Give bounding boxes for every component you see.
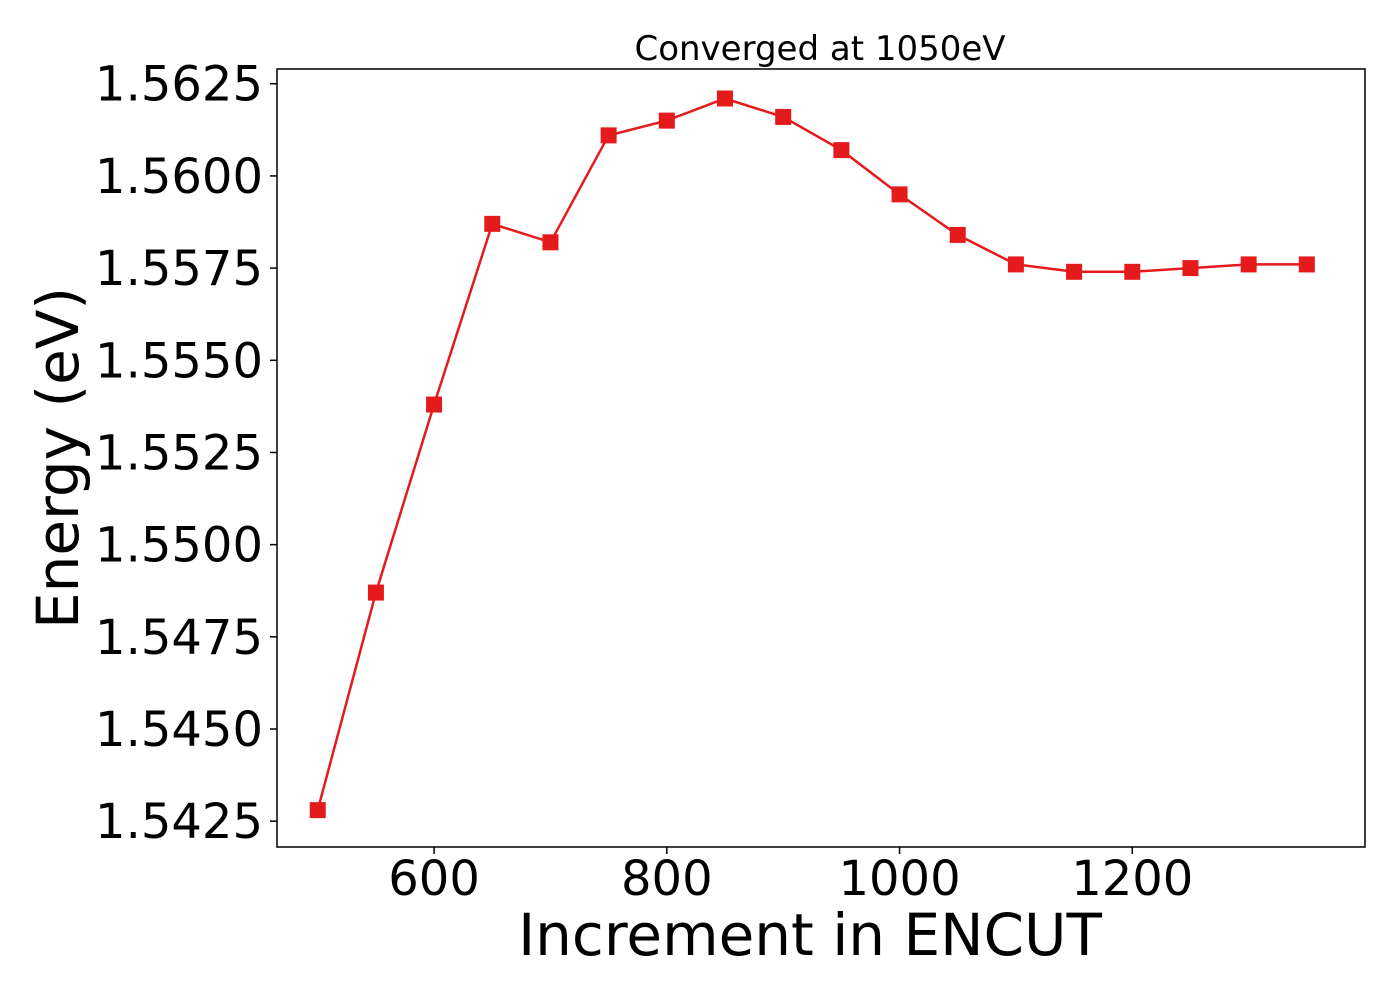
series-line bbox=[316, 97, 1307, 811]
y-axis: 1.5425 1.5450 1.5475 1.5500 1.5525 1.5550 1.55… bbox=[95, 57, 277, 850]
data-point bbox=[1240, 256, 1257, 273]
x-tick-label: 800 bbox=[621, 851, 713, 907]
y-tick-label: 1.5550 bbox=[95, 333, 263, 389]
y-tick-label: 1.5475 bbox=[95, 610, 263, 666]
y-tick-label: 1.5450 bbox=[95, 702, 263, 758]
y-tick-label: 1.5625 bbox=[95, 57, 263, 113]
plot-frame bbox=[276, 68, 1366, 848]
data-point bbox=[833, 142, 850, 159]
x-axis: 600 800 1000 1200 bbox=[388, 847, 1193, 907]
data-point bbox=[600, 127, 617, 144]
y-tick-label: 1.5600 bbox=[95, 149, 263, 205]
y-tick-label: 1.5500 bbox=[95, 518, 263, 574]
y-tick-label: 1.5525 bbox=[95, 425, 263, 481]
x-axis-label: Increment in ENCUT bbox=[518, 901, 1102, 969]
data-point bbox=[717, 90, 733, 107]
plot-area bbox=[309, 90, 1315, 819]
x-tick-label: 1000 bbox=[838, 851, 960, 907]
data-point bbox=[1007, 256, 1024, 273]
data-point bbox=[1066, 263, 1083, 280]
data-point bbox=[542, 234, 559, 251]
y-tick-label: 1.5425 bbox=[95, 794, 263, 850]
data-point bbox=[484, 215, 501, 232]
data-point bbox=[426, 396, 443, 413]
x-tick-label: 600 bbox=[388, 851, 480, 907]
y-axis-label: Energy (eV) bbox=[24, 287, 92, 629]
data-point bbox=[367, 584, 384, 601]
data-point bbox=[775, 108, 792, 125]
data-point bbox=[1182, 260, 1199, 277]
x-tick-label: 1200 bbox=[1071, 851, 1193, 907]
data-point bbox=[658, 112, 675, 129]
data-point bbox=[949, 226, 966, 243]
chart-title: Converged at 1050eV bbox=[634, 29, 1005, 69]
data-point bbox=[1124, 263, 1141, 280]
data-point bbox=[1298, 256, 1315, 273]
data-point bbox=[309, 802, 326, 819]
y-tick-label: 1.5575 bbox=[95, 241, 263, 297]
data-point bbox=[891, 186, 908, 203]
